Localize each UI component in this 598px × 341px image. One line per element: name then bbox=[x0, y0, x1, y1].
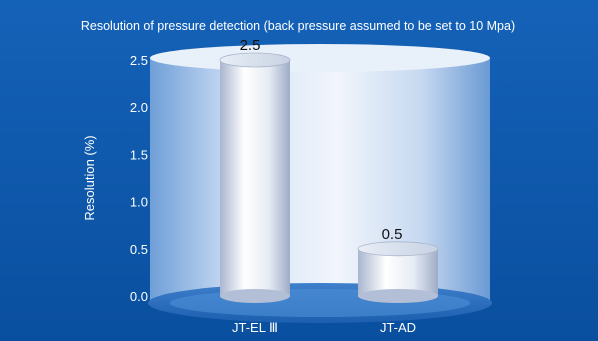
x-tick-label: JT-AD bbox=[380, 320, 416, 335]
chart-title: Resolution of pressure detection (back p… bbox=[81, 19, 515, 33]
bar-base bbox=[220, 289, 290, 303]
y-tick-label: 1.0 bbox=[130, 195, 148, 210]
y-tick-label: 1.5 bbox=[130, 147, 148, 162]
y-axis-label: Resolution (%) bbox=[82, 135, 97, 220]
bar-1: 2.5 bbox=[219, 37, 291, 303]
y-tick-label: 0.5 bbox=[130, 242, 148, 257]
backdrop-cylinder bbox=[148, 44, 492, 323]
x-axis-labels: JT-EL Ⅲ JT-AD bbox=[232, 320, 416, 335]
x-tick-label: JT-EL Ⅲ bbox=[232, 320, 278, 335]
bar-cap bbox=[357, 241, 439, 257]
bars: 2.5 0.5 bbox=[219, 37, 439, 303]
bar-cap bbox=[219, 52, 291, 68]
bar-body bbox=[358, 248, 438, 296]
y-tick-label: 2.5 bbox=[130, 53, 148, 68]
bar-2: 0.5 bbox=[357, 226, 439, 303]
y-tick-label: 0.0 bbox=[130, 289, 148, 304]
y-tick-label: 2.0 bbox=[130, 100, 148, 115]
y-axis-ticks: 0.0 0.5 1.0 1.5 2.0 2.5 bbox=[130, 53, 148, 304]
bar-body bbox=[220, 60, 290, 296]
bar-value-label: 0.5 bbox=[382, 226, 403, 243]
bar-value-label: 2.5 bbox=[240, 37, 261, 54]
bar-base bbox=[358, 289, 438, 303]
